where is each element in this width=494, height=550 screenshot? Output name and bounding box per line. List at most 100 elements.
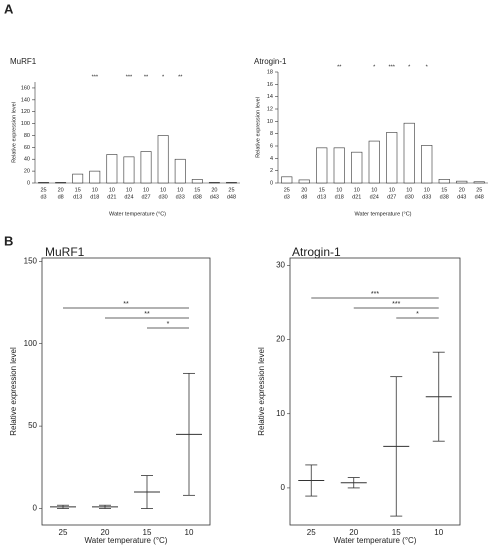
x-axis-label: Water temperature (°C) — [109, 211, 166, 217]
x-tick-label: d3 — [40, 194, 46, 200]
x-tick-label: 10 — [109, 187, 115, 193]
x-tick-label: 15 — [319, 187, 325, 193]
bar — [72, 173, 84, 184]
y-tick-label: 6 — [270, 143, 273, 149]
chart-title: MuRF1 — [45, 245, 85, 259]
bar — [298, 179, 310, 184]
significance: * — [416, 311, 419, 318]
x-tick-label: d48 — [475, 194, 484, 200]
significance: *** — [371, 291, 379, 298]
x-tick-label: 25 — [307, 528, 316, 537]
x-tick-label: 20 — [459, 187, 465, 193]
bar — [403, 122, 415, 184]
bar — [333, 147, 345, 184]
x-tick-label: d13 — [317, 194, 326, 200]
x-tick-label: 20 — [349, 528, 358, 537]
x-tick-label: d30 — [405, 194, 414, 200]
y-tick-label: 0 — [33, 504, 38, 513]
significance: ** — [144, 311, 150, 318]
x-tick-label: d13 — [73, 194, 82, 200]
x-tick-label: 25 — [228, 187, 234, 193]
x-tick-label: 15 — [441, 187, 447, 193]
y-tick-label: 160 — [21, 85, 30, 91]
y-tick-label: 20 — [24, 169, 30, 175]
y-tick-label: 100 — [24, 339, 38, 348]
x-tick-label: 10 — [406, 187, 412, 193]
y-tick-label: 30 — [276, 261, 285, 270]
x-tick-label: 10 — [126, 187, 132, 193]
bar — [226, 182, 237, 184]
y-axis-label: Relative expression level — [257, 347, 266, 436]
plot-frame — [41, 257, 211, 526]
x-tick-label: d21 — [352, 194, 361, 200]
significance: * — [408, 64, 411, 70]
y-tick-label: 8 — [270, 131, 273, 137]
x-tick-label: 10 — [336, 187, 342, 193]
x-tick-label: 10 — [424, 187, 430, 193]
x-tick-label: 10 — [371, 187, 377, 193]
panel-label: B — [4, 233, 13, 248]
bar — [421, 145, 433, 184]
x-tick-label: 20 — [58, 187, 64, 193]
x-tick-label: d21 — [107, 194, 116, 200]
y-tick-label: 80 — [24, 133, 30, 139]
significance: ** — [337, 64, 342, 70]
bar — [316, 147, 328, 184]
y-axis-label: Relative expression level — [9, 347, 18, 436]
y-tick-label: 0 — [281, 483, 286, 492]
x-tick-label: 20 — [301, 187, 307, 193]
bar — [89, 170, 101, 184]
x-tick-label: d38 — [193, 194, 202, 200]
x-tick-label: 15 — [75, 187, 81, 193]
x-tick-label: 10 — [185, 528, 194, 537]
x-tick-label: d3 — [284, 194, 290, 200]
x-tick-label: d27 — [387, 194, 396, 200]
significance: *** — [92, 74, 99, 80]
x-tick-label: 15 — [392, 528, 401, 537]
significance: * — [373, 64, 376, 70]
chart-title: MuRF1 — [10, 57, 37, 66]
x-tick-label: 10 — [92, 187, 98, 193]
x-tick-label: 10 — [434, 528, 443, 537]
x-tick-label: d8 — [301, 194, 307, 200]
bar — [106, 154, 118, 184]
bar — [368, 140, 380, 184]
bar — [281, 176, 293, 184]
x-tick-label: 10 — [177, 187, 183, 193]
x-axis-label: Water temperature (°C) — [85, 536, 168, 545]
panel-label: A — [4, 1, 14, 16]
y-tick-label: 2 — [270, 168, 273, 174]
y-tick-label: 0 — [270, 180, 273, 186]
bar — [38, 182, 49, 184]
y-tick-label: 0 — [27, 180, 30, 186]
y-tick-label: 16 — [267, 82, 273, 88]
bar — [174, 158, 186, 184]
x-tick-label: d30 — [159, 194, 168, 200]
x-tick-label: d48 — [227, 194, 236, 200]
bar — [386, 132, 398, 184]
significance: ** — [178, 74, 183, 80]
significance: *** — [392, 301, 400, 308]
y-tick-label: 60 — [24, 145, 30, 151]
x-tick-label: d24 — [370, 194, 379, 200]
x-tick-label: d43 — [457, 194, 466, 200]
y-tick-label: 4 — [270, 156, 273, 162]
bar — [473, 181, 485, 184]
significance: *** — [126, 74, 133, 80]
y-tick-label: 100 — [21, 121, 30, 127]
y-tick-label: 10 — [276, 409, 285, 418]
x-tick-label: 25 — [284, 187, 290, 193]
y-tick-label: 20 — [276, 335, 285, 344]
x-tick-label: 10 — [354, 187, 360, 193]
bar — [157, 135, 169, 184]
y-axis-label: Relative expression level — [255, 97, 261, 158]
chart-title: Atrogin-1 — [254, 57, 287, 66]
significance: * — [162, 74, 165, 80]
significance: * — [426, 64, 429, 70]
x-tick-label: d33 — [422, 194, 431, 200]
bar — [456, 180, 468, 184]
x-tick-label: 10 — [160, 187, 166, 193]
chart-title: Atrogin-1 — [292, 245, 341, 259]
x-axis-label: Water temperature (°C) — [334, 536, 417, 545]
y-tick-label: 50 — [28, 421, 37, 430]
